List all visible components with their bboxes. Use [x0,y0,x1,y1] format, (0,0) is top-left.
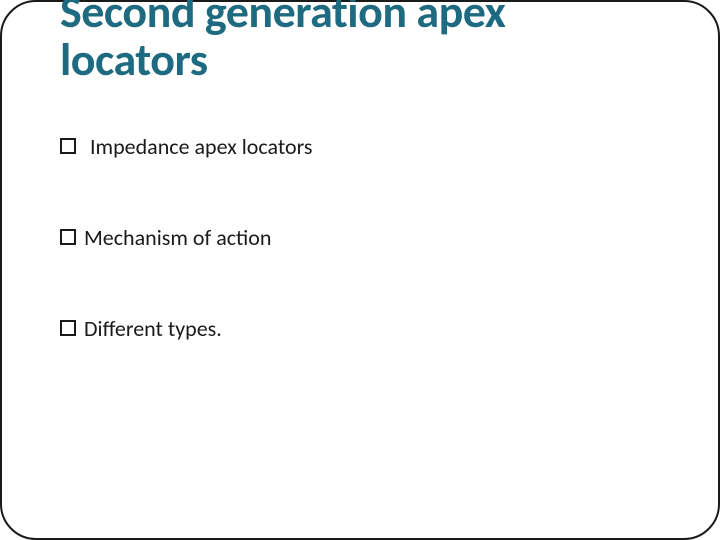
list-item: Mechanism of action [60,224,660,251]
slide-title: Second generation apex locators [60,0,660,85]
bullet-text: Impedance apex locators [90,133,312,160]
bullet-list: Impedance apex locators Mechanism of act… [60,133,660,342]
slide-frame: Second generation apex locators Impedanc… [0,0,720,540]
hollow-square-icon [60,229,76,245]
list-item: Impedance apex locators [60,133,660,160]
list-item: Different types. [60,315,660,342]
bullet-text: Different types. [84,315,222,342]
hollow-square-icon [60,320,76,336]
bullet-text: Mechanism of action [84,224,271,251]
hollow-square-icon [60,138,76,154]
